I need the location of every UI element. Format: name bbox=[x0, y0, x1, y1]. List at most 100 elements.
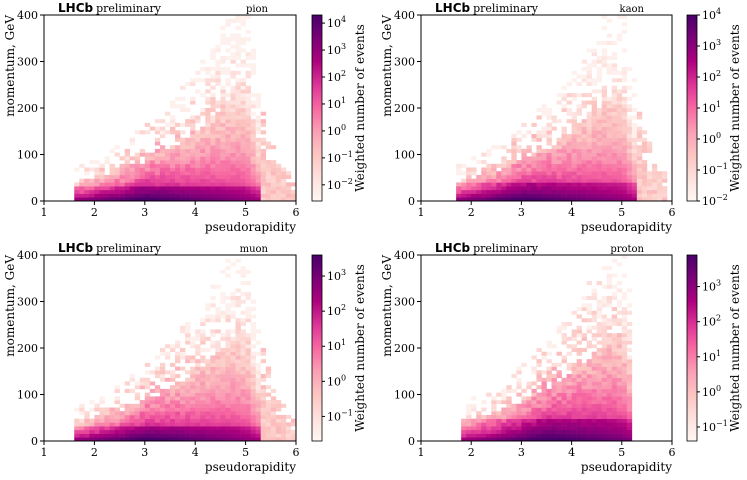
heatmap-cell bbox=[235, 377, 241, 382]
heatmap-cell bbox=[571, 385, 577, 390]
heatmap-cell bbox=[220, 182, 226, 187]
heatmap-cell bbox=[99, 186, 105, 191]
heatmap-cell bbox=[631, 141, 638, 146]
heatmap-cell bbox=[200, 152, 206, 157]
heatmap-cell bbox=[240, 167, 246, 172]
heatmap-cell bbox=[159, 433, 166, 438]
x-tick-label: 2 bbox=[91, 446, 98, 459]
heatmap-cell bbox=[240, 186, 246, 191]
heatmap-cell bbox=[250, 437, 256, 442]
heatmap-cell bbox=[245, 392, 251, 397]
heatmap-cell bbox=[501, 163, 507, 168]
heatmap-cell bbox=[200, 429, 206, 434]
heatmap-cell bbox=[531, 137, 537, 142]
heatmap-cell bbox=[606, 336, 613, 341]
heatmap-cell bbox=[551, 197, 557, 202]
heatmap-cell bbox=[546, 163, 552, 168]
heatmap-cell bbox=[501, 388, 507, 393]
heatmap-cell bbox=[225, 437, 231, 442]
heatmap-cell bbox=[210, 193, 216, 198]
heatmap-cell bbox=[245, 52, 251, 57]
heatmap-cell bbox=[129, 156, 136, 161]
heatmap-cell bbox=[621, 182, 628, 187]
heatmap-cell bbox=[611, 388, 618, 393]
heatmap-cell bbox=[586, 174, 592, 179]
heatmap-cell bbox=[190, 344, 196, 349]
heatmap-cell bbox=[626, 182, 633, 187]
heatmap-cell bbox=[225, 314, 231, 319]
heatmap-cell bbox=[596, 307, 603, 312]
heatmap-cell bbox=[245, 189, 251, 194]
heatmap-cell bbox=[636, 171, 643, 176]
heatmap-cell bbox=[164, 388, 171, 393]
heatmap-cell bbox=[571, 70, 577, 75]
heatmap-cell bbox=[611, 429, 618, 434]
heatmap-cell bbox=[255, 403, 262, 408]
heatmap-cell bbox=[129, 407, 136, 412]
heatmap-cell bbox=[119, 433, 125, 438]
heatmap-cell bbox=[129, 167, 136, 172]
heatmap-cell bbox=[586, 193, 592, 198]
heatmap-cell bbox=[144, 418, 151, 423]
heatmap-cell bbox=[230, 340, 236, 345]
heatmap-cell bbox=[265, 407, 272, 412]
heatmap-cell bbox=[205, 167, 211, 172]
heatmap-cell bbox=[240, 119, 246, 124]
heatmap-cell bbox=[260, 186, 267, 191]
colorbar bbox=[311, 254, 323, 442]
heatmap-cell bbox=[491, 174, 497, 179]
heatmap-cell bbox=[195, 156, 201, 161]
heatmap-cell bbox=[491, 197, 497, 202]
heatmap-cell bbox=[144, 407, 151, 412]
heatmap-cell bbox=[571, 115, 577, 120]
heatmap-cell bbox=[581, 93, 587, 98]
heatmap-cell bbox=[581, 104, 587, 109]
heatmap-cell bbox=[556, 433, 562, 438]
heatmap-cell bbox=[134, 130, 141, 135]
heatmap-cell bbox=[521, 160, 527, 165]
heatmap-cell bbox=[616, 381, 623, 386]
heatmap-cell bbox=[154, 366, 161, 371]
heatmap-cell bbox=[235, 55, 241, 60]
heatmap-cell bbox=[230, 422, 236, 427]
heatmap-cell bbox=[626, 108, 633, 113]
heatmap-cell bbox=[566, 156, 572, 161]
heatmap-cell bbox=[225, 400, 231, 405]
heatmap-cell bbox=[190, 381, 196, 386]
heatmap-cell bbox=[119, 414, 125, 419]
heatmap-cell bbox=[240, 333, 246, 338]
heatmap-cell bbox=[501, 186, 507, 191]
heatmap-cell bbox=[215, 70, 221, 75]
heatmap-cell bbox=[561, 108, 567, 113]
heatmap-cell bbox=[159, 418, 166, 423]
heatmap-cell bbox=[220, 174, 226, 179]
heatmap-cell bbox=[230, 115, 236, 120]
heatmap-cell bbox=[270, 418, 277, 423]
heatmap-cell bbox=[119, 189, 125, 194]
heatmap-cell bbox=[119, 156, 125, 161]
heatmap-cell bbox=[185, 174, 191, 179]
heatmap-cell bbox=[546, 174, 552, 179]
heatmap-cell bbox=[149, 381, 156, 386]
heatmap-cell bbox=[215, 100, 221, 105]
heatmap-cell bbox=[180, 108, 186, 113]
heatmap-cell bbox=[200, 370, 206, 375]
heatmap-cell bbox=[129, 178, 136, 183]
heatmap-cell bbox=[129, 437, 136, 442]
heatmap-cell bbox=[601, 59, 608, 64]
heatmap-cell bbox=[516, 130, 522, 135]
heatmap-cell bbox=[129, 197, 136, 202]
heatmap-cell bbox=[581, 396, 587, 401]
heatmap-cell bbox=[190, 414, 196, 419]
heatmap-cell bbox=[205, 78, 211, 83]
heatmap-cell bbox=[114, 407, 120, 412]
heatmap-cell bbox=[586, 433, 592, 438]
heatmap-cell bbox=[621, 178, 628, 183]
heatmap-cell bbox=[506, 148, 512, 153]
heatmap-cell bbox=[536, 145, 542, 150]
heatmap-cell bbox=[235, 37, 241, 42]
heatmap-cell bbox=[606, 111, 613, 116]
heatmap-cell bbox=[255, 377, 262, 382]
heatmap-cell bbox=[586, 281, 592, 286]
heatmap-cell bbox=[175, 145, 181, 150]
